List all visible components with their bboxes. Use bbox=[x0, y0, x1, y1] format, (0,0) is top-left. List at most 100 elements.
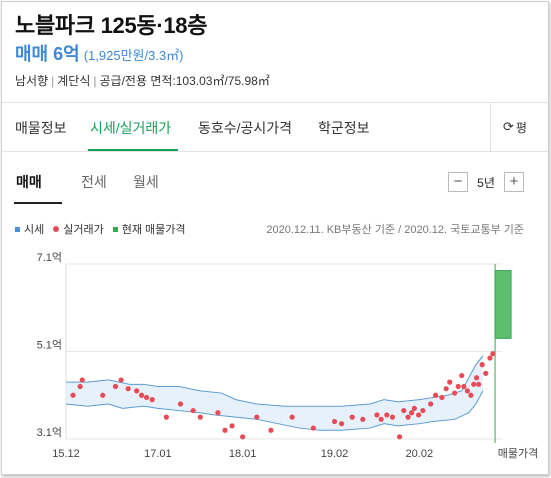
transaction-point bbox=[77, 383, 83, 390]
legend-transactions: 실거래가 bbox=[53, 221, 104, 237]
subtab-monthly[interactable]: 월세 bbox=[133, 174, 159, 190]
transaction-point bbox=[471, 381, 477, 387]
legend-market-price-label: 시세 bbox=[24, 224, 45, 236]
price-row: 매매 6억 (1,925만원/3.3㎡) bbox=[15, 40, 184, 66]
transaction-point bbox=[487, 355, 493, 361]
area-text: 공급/전용 면적:103.03㎡/75.98㎡ bbox=[99, 74, 270, 88]
transaction-point bbox=[416, 412, 422, 418]
legend-listing-price-label: 현재 매물가격 bbox=[121, 224, 186, 236]
transaction-point bbox=[447, 379, 453, 385]
transaction-point bbox=[452, 390, 458, 396]
transaction-point bbox=[310, 425, 316, 431]
chart-legend: 시세 실거래가 현재 매물가격 bbox=[15, 221, 195, 237]
transaction-point bbox=[134, 388, 140, 394]
transaction-point bbox=[389, 414, 396, 420]
tab-listing-info[interactable]: 매물정보 bbox=[15, 120, 67, 136]
transaction-point bbox=[455, 383, 461, 390]
info-divider: | bbox=[51, 73, 55, 88]
transaction-point bbox=[240, 434, 246, 440]
transaction-point bbox=[401, 407, 407, 414]
price-per-area: (1,925만원/3.3㎡) bbox=[83, 48, 184, 63]
sale-price: 매매 6억 bbox=[15, 44, 80, 64]
transaction-point bbox=[461, 383, 467, 390]
x-end-label: 매물가격 bbox=[498, 447, 538, 460]
transaction-point bbox=[374, 412, 380, 418]
deal-type-tabs: 매매 전세 월세 bbox=[2, 154, 548, 206]
transaction-point bbox=[163, 414, 169, 420]
legend-market-price: 시세 bbox=[15, 221, 44, 237]
transaction-point bbox=[408, 410, 415, 416]
refresh-icon: ⟳ bbox=[503, 119, 514, 134]
transaction-point bbox=[125, 386, 131, 392]
legend-market-price-swatch bbox=[15, 226, 20, 232]
transaction-point bbox=[405, 414, 411, 420]
market-price-upper-line bbox=[66, 355, 484, 407]
market-price-band bbox=[66, 355, 483, 431]
transaction-point bbox=[331, 418, 338, 425]
legend-transactions-swatch bbox=[53, 226, 60, 232]
transaction-point bbox=[378, 416, 384, 422]
legend-transactions-label: 실거래가 bbox=[63, 224, 104, 236]
transaction-point bbox=[459, 372, 465, 379]
x-tick-label: 15.12 bbox=[52, 448, 80, 460]
x-tick-label: 17.01 bbox=[144, 448, 172, 460]
x-tick-label: 18.01 bbox=[229, 448, 257, 460]
transaction-point bbox=[349, 414, 355, 420]
transaction-point bbox=[468, 392, 474, 398]
transaction-point bbox=[428, 401, 434, 407]
period-value: 5년 bbox=[477, 175, 495, 190]
x-tick-label: 19.02 bbox=[321, 448, 349, 460]
active-tab-indicator bbox=[88, 149, 178, 151]
active-subtab-indicator bbox=[14, 202, 62, 204]
transaction-point bbox=[70, 392, 76, 398]
transaction-point bbox=[139, 392, 145, 398]
period-stepper: − 5년 + bbox=[448, 172, 524, 192]
transaction-point bbox=[215, 410, 221, 416]
transaction-point bbox=[112, 383, 119, 390]
transaction-point bbox=[254, 414, 260, 420]
transaction-point bbox=[490, 351, 496, 357]
transaction-point bbox=[384, 412, 390, 418]
legend-listing-price: 현재 매물가격 bbox=[112, 221, 186, 237]
transaction-point bbox=[339, 421, 345, 427]
transaction-point bbox=[443, 386, 449, 392]
transaction-point bbox=[420, 407, 426, 414]
transaction-point bbox=[190, 407, 196, 414]
transaction-point bbox=[118, 377, 124, 383]
legend-listing-price-swatch bbox=[112, 226, 118, 232]
market-price-lower-line bbox=[65, 390, 484, 431]
direction-text: 남서향 bbox=[15, 74, 49, 88]
subtab-sale[interactable]: 매매 bbox=[16, 174, 42, 190]
transaction-point bbox=[222, 427, 228, 433]
y-tick-label: 7.1억 bbox=[37, 251, 62, 264]
tab-school-info[interactable]: 학군정보 bbox=[318, 120, 370, 136]
page-title: 노블파크 125동·18층 bbox=[15, 13, 208, 38]
y-tick-label: 5.1억 bbox=[37, 339, 62, 352]
tab-unit-price[interactable]: 동호수/공시가격 bbox=[198, 120, 293, 136]
info-divider: | bbox=[93, 73, 97, 88]
unit-toggle-label: 평 bbox=[515, 120, 527, 135]
transaction-point bbox=[432, 392, 439, 398]
transaction-point bbox=[464, 388, 470, 394]
transaction-point bbox=[360, 416, 366, 422]
period-increase-button[interactable]: + bbox=[504, 172, 524, 192]
tab-price-history[interactable]: 시세/실거래가 bbox=[90, 120, 172, 136]
transaction-point bbox=[396, 434, 403, 440]
main-tabs: 매물정보 시세/실거래가 동호수/공시가격 학군정보 ⟳ 평 bbox=[2, 102, 548, 152]
transaction-point bbox=[476, 381, 482, 387]
y-tick-label: 3.1억 bbox=[37, 426, 62, 439]
transaction-point bbox=[289, 414, 295, 420]
transaction-point bbox=[79, 377, 85, 383]
unit-toggle-button[interactable]: ⟳ 평 bbox=[490, 103, 548, 151]
period-decrease-button[interactable]: − bbox=[448, 172, 468, 192]
transaction-point bbox=[483, 370, 489, 376]
transaction-point bbox=[268, 427, 274, 433]
transaction-point bbox=[143, 394, 150, 401]
listing-price-range bbox=[494, 270, 512, 339]
subtab-jeonse[interactable]: 전세 bbox=[81, 174, 107, 190]
transaction-point bbox=[149, 397, 155, 403]
transaction-point bbox=[100, 392, 106, 398]
transaction-point bbox=[229, 423, 235, 429]
